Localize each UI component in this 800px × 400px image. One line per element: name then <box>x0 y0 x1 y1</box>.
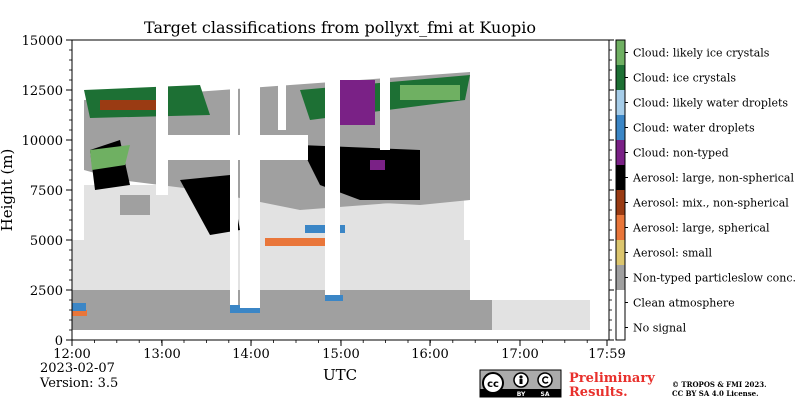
legend-frame <box>615 39 626 341</box>
y-tick-label: 5000 <box>30 234 63 249</box>
legend-colorbar: No signal Clean atmosphere Non-typed parti… <box>615 39 796 341</box>
cc-circle-icon <box>482 372 504 394</box>
legend-label: Cloud: water droplets <box>633 122 755 135</box>
legend-swatch <box>616 290 625 315</box>
legend-label: Aerosol: small <box>632 247 712 260</box>
classification-region <box>325 295 343 301</box>
cc-logo-text: cc <box>487 379 499 390</box>
cc-license-logo: cc BY SA <box>479 369 562 398</box>
classification-region <box>370 160 385 170</box>
plot-area <box>71 39 610 341</box>
legend-swatch <box>616 65 625 90</box>
copyright-line1: © TROPOS & FMI 2023. <box>672 380 767 389</box>
classification-region <box>100 100 160 110</box>
preliminary-label-line1: Preliminary <box>569 371 655 386</box>
classification-region <box>230 305 260 313</box>
legend-label: Aerosol: large, spherical <box>632 222 770 235</box>
y-axis-title: Height (m) <box>0 149 16 232</box>
cc-by-label: BY <box>517 391 526 398</box>
classification-region <box>72 310 87 316</box>
y-tick-label: 7500 <box>30 184 63 199</box>
preliminary-label-line2: Results. <box>569 385 628 400</box>
legend-swatch <box>616 140 625 165</box>
chart-title: Target classifications from pollyxt_fmi … <box>144 18 536 37</box>
legend-label: Cloud: likely ice crystals <box>633 47 770 60</box>
classification-region <box>156 60 168 195</box>
classification-region <box>72 303 86 311</box>
legend-swatch <box>616 190 625 215</box>
x-tick-label: 15:00 <box>322 347 359 362</box>
classification-region <box>230 45 238 305</box>
legend-label: Non-typed particleslow conc. <box>633 272 796 285</box>
legend-swatch <box>616 215 625 240</box>
legend-label: Aerosol: large, non-spherical <box>632 172 794 185</box>
classification-region <box>90 145 130 170</box>
classification-region <box>180 175 240 235</box>
y-tick-label: 15000 <box>22 34 63 49</box>
legend-swatch <box>616 240 625 265</box>
y-tick-label: 0 <box>55 334 63 349</box>
classification-region <box>168 135 308 160</box>
version-label: Version: 3.5 <box>39 376 118 391</box>
classification-region <box>400 85 460 100</box>
classification-region <box>240 60 260 308</box>
x-axis: 12:00 13:00 14:00 15:00 16:00 17:00 17:59 <box>53 340 626 362</box>
y-tick-label: 2500 <box>30 284 63 299</box>
y-axis: 0 2500 5000 7500 10000 12500 15000 <box>22 34 614 349</box>
date-label: 2023-02-07 <box>40 361 115 376</box>
x-tick-label: 17:59 <box>588 347 625 362</box>
legend-label: Cloud: ice crystals <box>633 72 736 85</box>
classification-region <box>72 40 609 68</box>
classification-region <box>470 40 609 300</box>
x-tick-label: 12:00 <box>53 347 90 362</box>
y-tick-label: 10000 <box>22 134 63 149</box>
x-tick-label: 14:00 <box>232 347 269 362</box>
classification-region <box>380 60 390 150</box>
classification-region <box>278 70 286 130</box>
classification-field <box>72 40 609 330</box>
legend-swatch <box>616 90 625 115</box>
classification-region <box>325 60 340 295</box>
legend-label: No signal <box>633 322 687 335</box>
x-axis-title: UTC <box>323 366 357 384</box>
classification-region <box>72 290 492 330</box>
legend-label: Cloud: non-typed <box>633 147 729 160</box>
legend-swatch <box>616 165 625 190</box>
classification-region <box>120 195 150 215</box>
legend-label: Clean atmosphere <box>633 297 735 310</box>
legend-swatch <box>616 115 625 140</box>
y-tick-label: 12500 <box>22 84 63 99</box>
share-alike-icon <box>537 372 553 388</box>
copyright-line2: CC BY SA 4.0 License. <box>672 389 759 398</box>
x-tick-label: 17:00 <box>501 347 538 362</box>
legend-label: Aerosol: mix., non-spherical <box>632 197 789 210</box>
x-tick-label: 16:00 <box>411 347 448 362</box>
legend-swatch <box>616 315 625 340</box>
classification-region <box>265 238 335 246</box>
cc-sa-label: SA <box>541 391 550 398</box>
legend-swatch <box>616 265 625 290</box>
legend-label: Cloud: likely water droplets <box>633 97 788 110</box>
x-tick-label: 13:00 <box>143 347 180 362</box>
legend-swatch <box>616 40 625 65</box>
